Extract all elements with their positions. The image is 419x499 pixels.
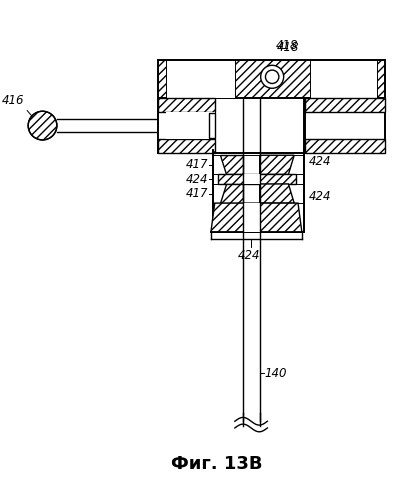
Bar (209, 113, 215, 138)
Bar (305, 98, 385, 112)
Text: 424: 424 (186, 173, 208, 186)
Text: 416: 416 (2, 94, 24, 107)
Circle shape (261, 65, 284, 88)
Text: 417: 417 (186, 158, 208, 171)
Bar (243, 203, 260, 232)
Bar (166, 112, 215, 139)
Polygon shape (220, 155, 243, 174)
Text: 417: 417 (186, 187, 208, 200)
Bar (310, 59, 378, 98)
Text: Фиг. 13В: Фиг. 13В (171, 455, 262, 473)
Text: 424: 424 (308, 190, 331, 203)
Bar (158, 59, 385, 98)
Polygon shape (260, 184, 294, 203)
Polygon shape (260, 155, 294, 174)
Bar (158, 98, 215, 153)
Bar (243, 174, 260, 184)
Text: 418: 418 (277, 41, 300, 54)
Polygon shape (211, 203, 302, 232)
Polygon shape (217, 174, 296, 184)
Bar (166, 59, 235, 98)
Bar (158, 139, 215, 153)
Text: 140: 140 (264, 367, 287, 380)
Text: 424: 424 (308, 156, 331, 169)
Text: 424: 424 (238, 249, 261, 262)
Text: 418: 418 (276, 39, 298, 52)
Circle shape (266, 70, 279, 83)
Polygon shape (220, 184, 243, 203)
Bar (305, 139, 385, 153)
Bar (158, 98, 215, 112)
Bar (305, 98, 385, 153)
Circle shape (28, 111, 57, 140)
